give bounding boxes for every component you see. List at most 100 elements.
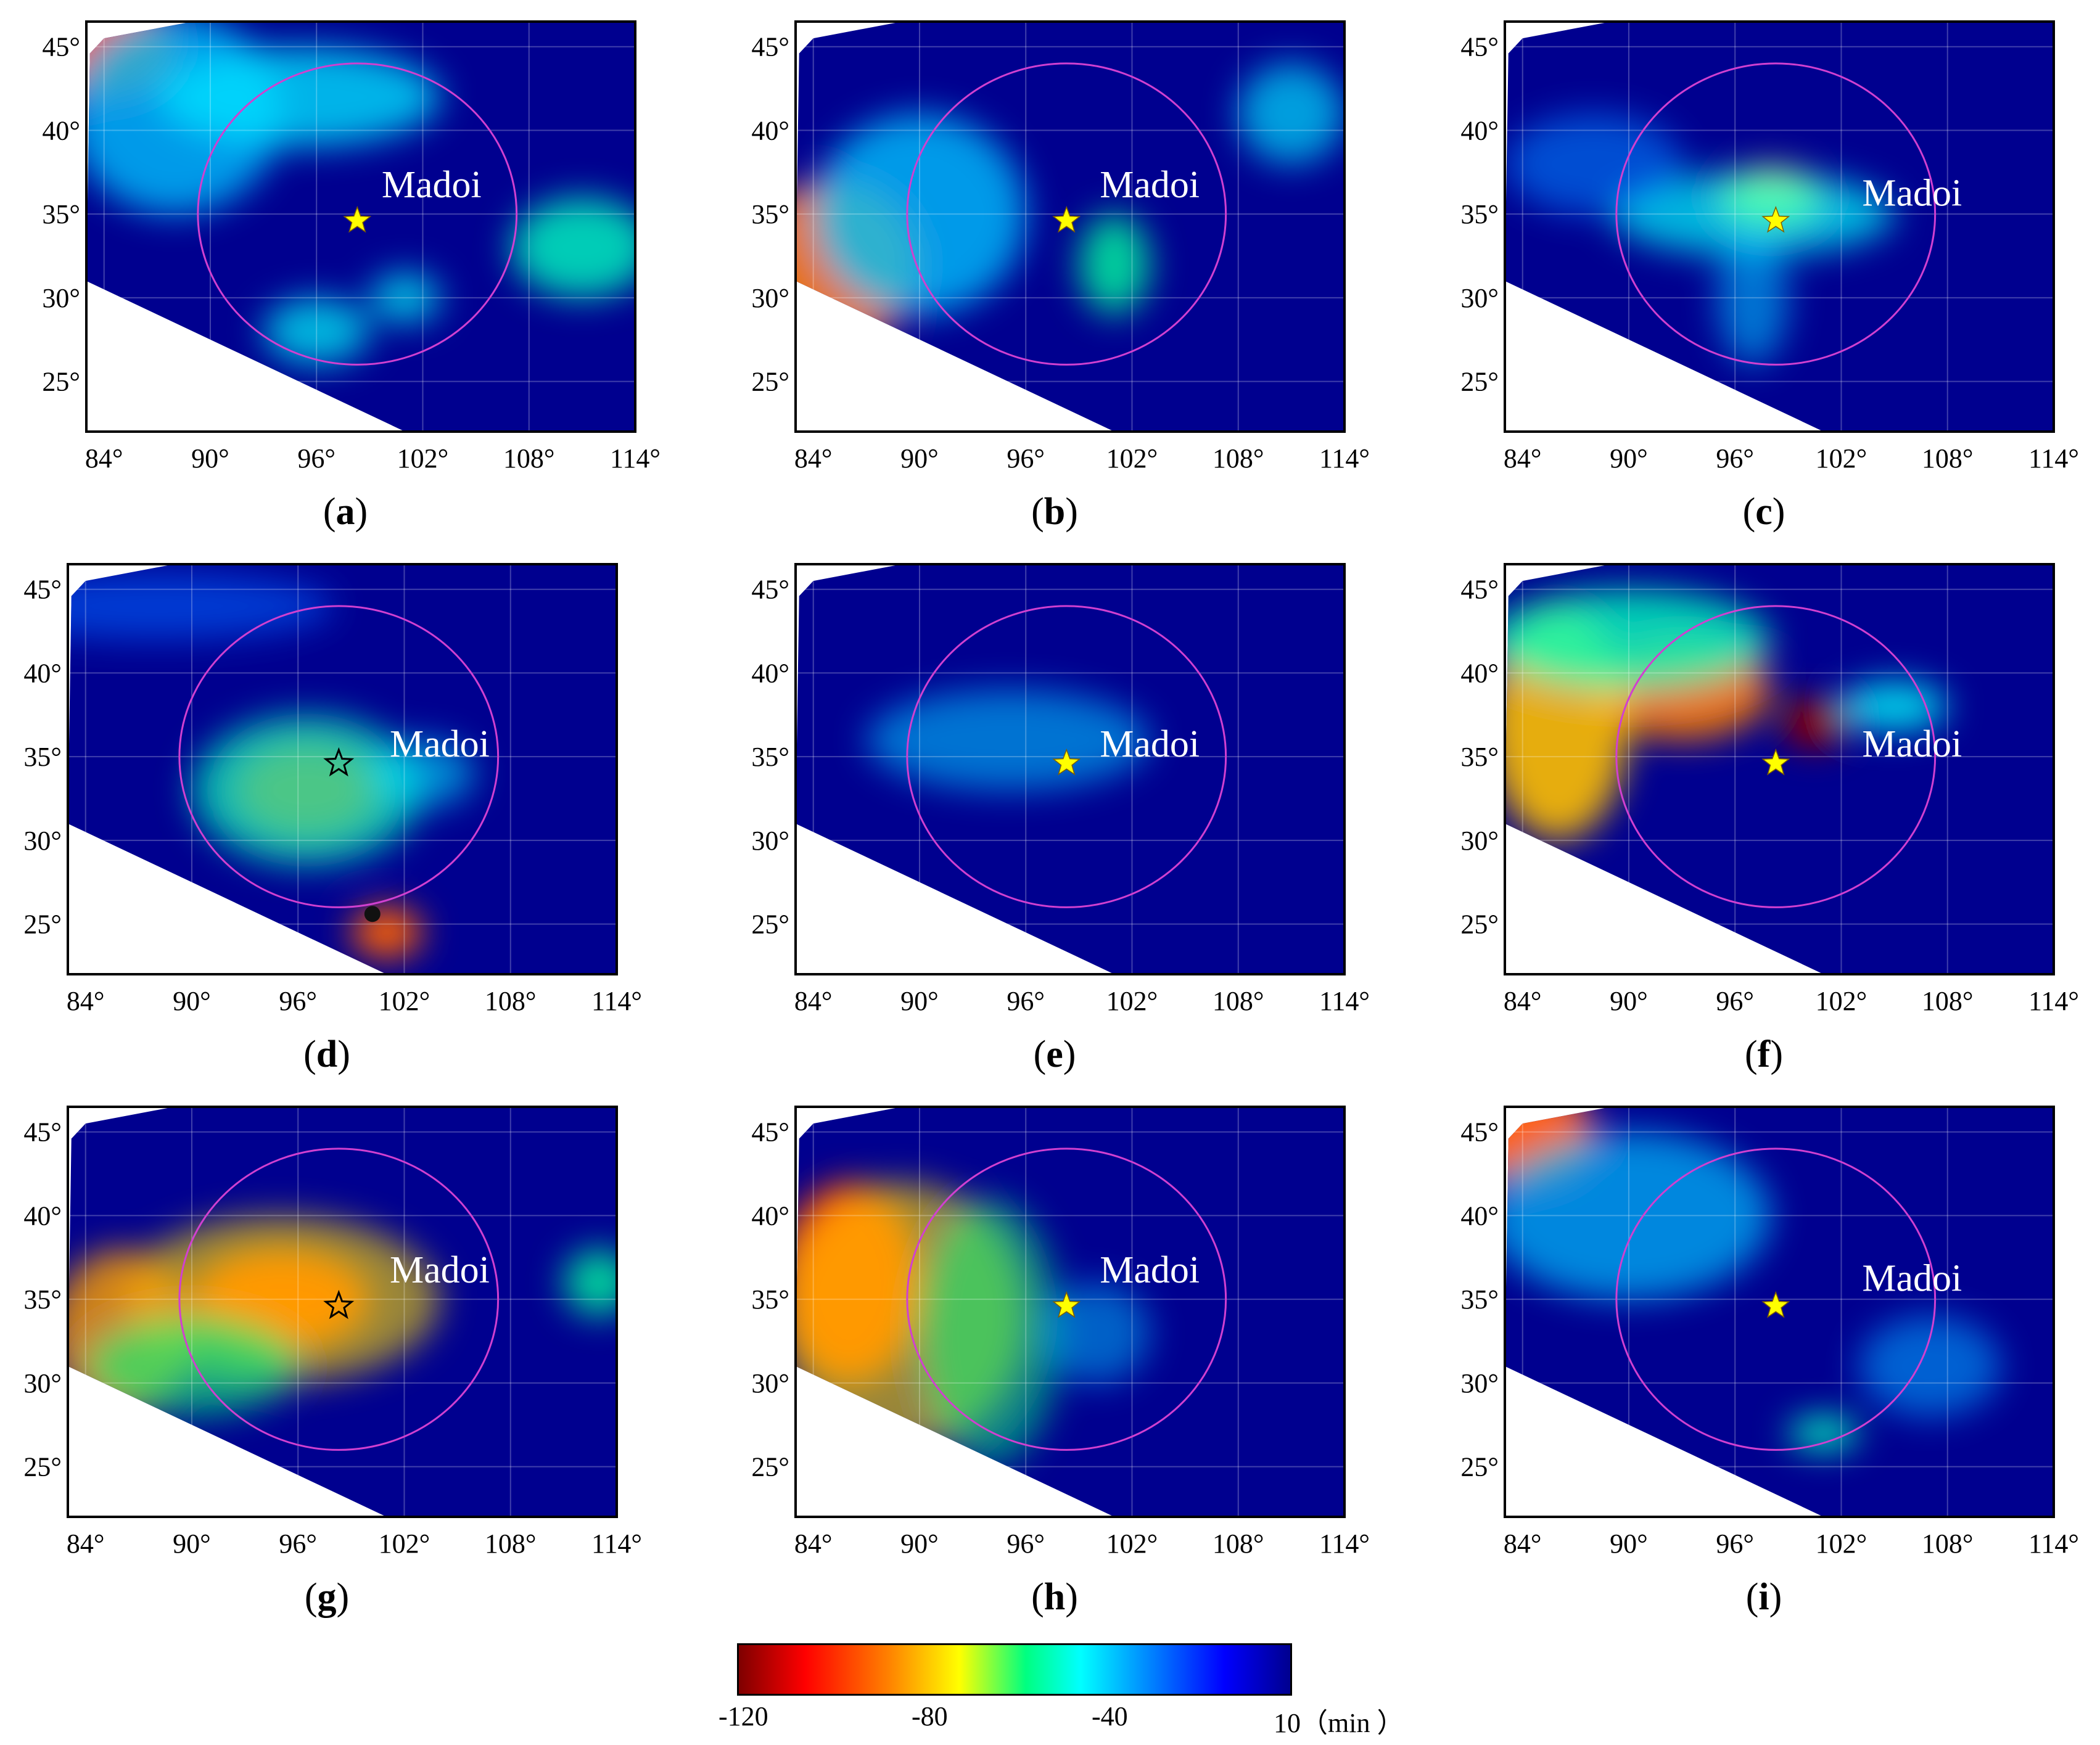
epicenter-star-icon (1761, 1291, 1790, 1318)
lat-tick-label: 40° (751, 115, 789, 146)
station-dot-icon (364, 906, 381, 922)
lon-tick-label: 108° (1922, 1529, 1974, 1559)
lon-tick-label: 108° (1213, 1529, 1264, 1559)
lon-tick-label: 96° (1007, 443, 1045, 474)
anomaly-field (563, 1249, 617, 1316)
lat-tick-label: 45° (42, 32, 80, 62)
anomaly-field (351, 907, 422, 958)
panel-caption-letter: h (1044, 1576, 1066, 1618)
panel-caption: (a) (323, 491, 368, 533)
lat-tick-label: 45° (1460, 575, 1499, 605)
map-svg: Madoi 84° 90° 96° 102° 108° 114° 45° 40° 35° 30° 25… (1460, 563, 2079, 1016)
lon-tick-label: 96° (297, 443, 336, 474)
place-label: Madoi (1862, 1258, 1962, 1300)
lon-tick-label: 84° (85, 443, 123, 474)
lon-tick-label: 108° (1922, 443, 1974, 474)
lon-tick-label: 108° (1922, 986, 1974, 1016)
map-panel-b: Madoi 84° 90° 96° 102° 108° 114° 45° 40° 35° 30° 25… (728, 12, 1381, 533)
panel-caption-letter: b (1044, 491, 1066, 533)
colorbar-tick-2: -80 (912, 1701, 948, 1731)
panel-caption-letter: g (317, 1576, 337, 1618)
plot-frame (794, 20, 1346, 433)
lon-tick-label: 84° (67, 986, 105, 1016)
panel-caption: (e) (1033, 1033, 1076, 1075)
plot-frame (794, 563, 1346, 975)
lon-tick-label: 84° (794, 443, 833, 474)
epicenter-star-icon (1052, 1291, 1081, 1318)
place-label: Madoi (1100, 1249, 1200, 1291)
influence-circle (906, 605, 1227, 908)
map-svg: Madoi 84° 90° 96° 102° 108° 114° 45° 40° 35° 30° 25… (42, 20, 661, 474)
lat-tick-label: 35° (751, 199, 789, 229)
lat-tick-label: 45° (1460, 32, 1499, 62)
anomaly-field (1505, 113, 1682, 215)
lat-tick-label: 45° (751, 1117, 789, 1148)
lon-tick-label: 108° (485, 986, 537, 1016)
lon-tick-label: 114° (2028, 986, 2079, 1016)
epicenter-star-icon (323, 1289, 355, 1320)
lon-tick-label: 90° (173, 1529, 211, 1559)
lat-tick-label: 25° (1460, 909, 1499, 940)
anomaly-field (919, 1199, 1061, 1467)
panel-caption: (g) (304, 1576, 350, 1618)
lat-tick-label: 25° (1460, 1452, 1499, 1482)
epicenter-star-icon (1052, 205, 1081, 233)
anomaly-field (1611, 172, 1895, 256)
lat-tick-label: 30° (751, 283, 789, 313)
anomaly-field (369, 273, 441, 323)
panel-caption: (c) (1742, 491, 1785, 533)
lon-tick-label: 96° (279, 986, 317, 1016)
lat-tick-label: 25° (23, 909, 62, 940)
lon-tick-label: 84° (1504, 1529, 1542, 1559)
plot-frame (1504, 1106, 2055, 1518)
lon-tick-label: 114° (610, 443, 661, 474)
lat-tick-label: 25° (751, 367, 789, 397)
lat-tick-label: 30° (1460, 826, 1499, 856)
lon-tick-label: 108° (485, 1529, 537, 1559)
colorbar-tick-min: -120 (719, 1701, 768, 1731)
map-panel-a: Madoi 84° 90° 96° 102° 108° 114° 45° 40° 35° 30° 25… (19, 12, 672, 533)
lon-tick-label: 102° (379, 1529, 430, 1559)
panel-caption-letter: i (1758, 1576, 1769, 1618)
place-label: Madoi (1100, 164, 1200, 206)
colorbar-unit: （min ） (1301, 1708, 1404, 1738)
lat-tick-label: 45° (1460, 1117, 1499, 1148)
plot-frame (794, 1106, 1346, 1518)
lat-tick-label: 35° (1460, 742, 1499, 772)
lon-tick-label: 108° (1213, 986, 1264, 1016)
lon-tick-label: 90° (1610, 443, 1648, 474)
lat-tick-label: 40° (42, 115, 80, 146)
lon-tick-label: 108° (1213, 443, 1264, 474)
lon-tick-label: 114° (591, 1529, 642, 1559)
map-svg: Madoi 84° 90° 96° 102° 108° 114° 45° 40° 35° 30° 25… (1460, 1106, 2079, 1559)
anomaly-field (1717, 231, 1789, 365)
lon-tick-label: 102° (1816, 1529, 1867, 1559)
lon-tick-label: 84° (1504, 443, 1542, 474)
lon-tick-label: 102° (1106, 986, 1158, 1016)
lon-tick-label: 90° (1610, 986, 1648, 1016)
lon-tick-label: 96° (1007, 986, 1045, 1016)
lat-tick-label: 45° (751, 32, 789, 62)
epicenter-star-icon (1761, 205, 1790, 233)
lon-tick-label: 96° (1007, 1529, 1045, 1559)
colorbar-tick-3: -40 (1092, 1701, 1128, 1731)
lat-tick-label: 40° (1460, 1201, 1499, 1231)
influence-circle (178, 605, 500, 908)
epicenter-star-icon (1052, 748, 1081, 776)
plot-frame (67, 1106, 618, 1518)
lon-tick-label: 102° (1816, 986, 1867, 1016)
lat-tick-label: 40° (23, 1201, 62, 1231)
colorbar (737, 1643, 1292, 1696)
map-panel-i: Madoi 84° 90° 96° 102° 108° 114° 45° 40° 35° 30° 25… (1437, 1098, 2091, 1618)
lat-tick-label: 40° (1460, 658, 1499, 688)
place-label: Madoi (390, 723, 490, 765)
map-panel-c: Madoi 84° 90° 96° 102° 108° 114° 45° 40° 35° 30° 25… (1437, 12, 2091, 533)
anomaly-field (1043, 1283, 1150, 1383)
lat-tick-label: 30° (23, 826, 62, 856)
lon-tick-label: 96° (279, 1529, 317, 1559)
panel-caption-letter: c (1755, 491, 1773, 533)
lon-tick-label: 90° (900, 986, 939, 1016)
anomaly-field (813, 113, 1026, 314)
influence-circle (197, 62, 518, 366)
lat-tick-label: 45° (23, 575, 62, 605)
